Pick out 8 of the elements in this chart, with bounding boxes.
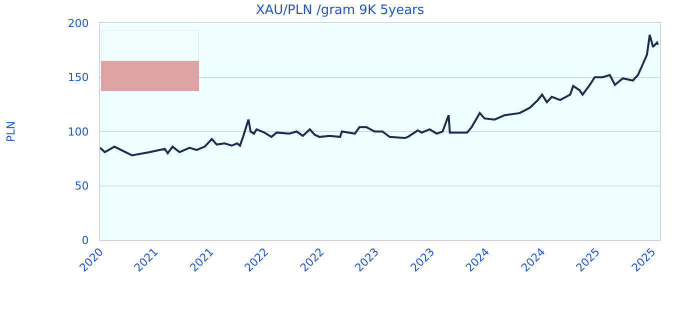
y-tick-label: 0 xyxy=(82,234,89,247)
y-tick-label: 200 xyxy=(68,16,89,30)
chart-title: XAU/PLN /gram 9K 5years xyxy=(256,2,424,18)
y-tick-label: 150 xyxy=(68,71,89,84)
y-tick-label: 50 xyxy=(74,180,89,193)
line-series xyxy=(100,34,659,156)
y-tick-label: 100 xyxy=(68,125,89,138)
y-axis-title: PLN xyxy=(4,121,18,142)
